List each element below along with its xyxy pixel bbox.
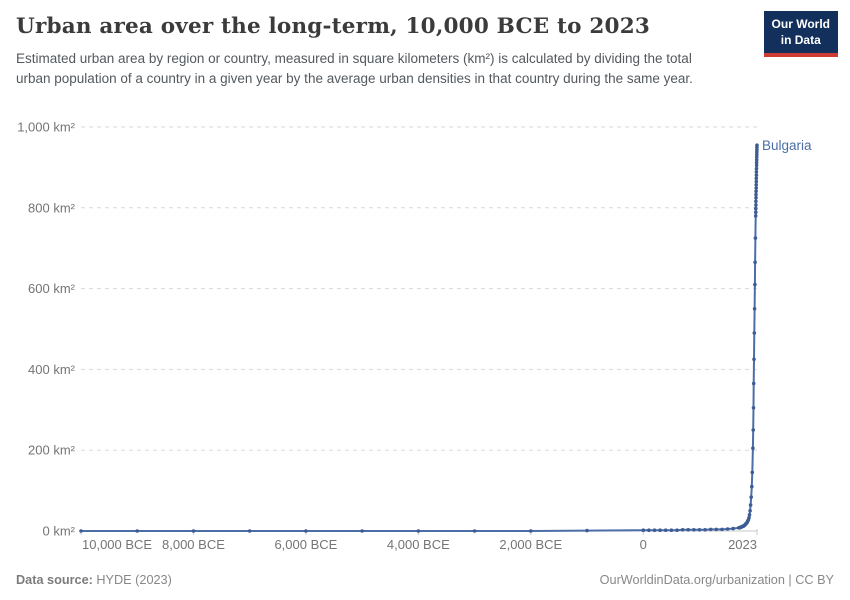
data-point	[753, 214, 758, 218]
data-point	[755, 152, 759, 157]
x-tick-label: 2023	[728, 537, 757, 552]
data-point	[680, 528, 685, 532]
data-point	[754, 195, 758, 200]
data-point	[754, 160, 759, 165]
data-point	[360, 529, 364, 533]
data-point	[754, 170, 759, 174]
data-point	[751, 381, 756, 386]
data-point	[754, 206, 758, 211]
data-point	[751, 446, 755, 451]
chart-footer: Data source: HYDE (2023) OurWorldinData.…	[16, 573, 834, 587]
data-point	[754, 199, 758, 204]
data-point	[754, 163, 759, 168]
chart-subtitle: Estimated urban area by region or countr…	[16, 51, 693, 86]
data-point	[663, 528, 668, 532]
x-tick-label: 6,000 BCE	[274, 537, 337, 552]
y-tick-label: 600 km²	[28, 281, 76, 296]
data-point	[754, 176, 759, 181]
data-point	[747, 515, 751, 520]
chart-header: Urban area over the long-term, 10,000 BC…	[16, 11, 838, 88]
data-point	[750, 470, 755, 475]
data-point	[751, 406, 756, 410]
data-point	[416, 529, 421, 533]
owid-logo[interactable]: Our World in Data	[763, 11, 838, 58]
data-point	[708, 527, 713, 532]
data-point	[529, 529, 533, 533]
data-point	[247, 529, 252, 533]
data-point	[752, 357, 756, 362]
data-point	[692, 528, 696, 532]
data-point	[754, 173, 759, 177]
y-tick-label: 0 km²	[43, 524, 76, 539]
data-point	[686, 528, 690, 532]
data-point	[753, 282, 757, 287]
x-tick-label: 10,000 BCE	[82, 537, 152, 552]
data-point	[754, 203, 758, 207]
y-tick-label: 400 km²	[28, 362, 76, 377]
data-source: Data source: HYDE (2023)	[16, 573, 172, 587]
series-label-bulgaria[interactable]: Bulgaria	[762, 138, 812, 153]
data-point	[714, 527, 719, 532]
data-point	[754, 210, 758, 214]
data-point	[697, 528, 702, 532]
data-point	[752, 331, 757, 335]
y-tick-label: 800 km²	[28, 200, 76, 215]
data-point	[472, 529, 477, 533]
owid-logo-line2: in Data	[780, 32, 821, 47]
data-point	[703, 528, 707, 532]
owid-logo-line1: Our World	[771, 17, 830, 31]
data-point	[79, 529, 83, 533]
page-title: Urban area over the long-term, 10,000 BC…	[16, 14, 651, 39]
y-tick-label: 1,000 km²	[17, 120, 75, 135]
data-point	[725, 527, 730, 531]
data-point	[752, 307, 757, 311]
x-tick-label: 8,000 BCE	[162, 537, 225, 552]
data-point	[754, 183, 758, 187]
data-point	[731, 526, 735, 531]
attribution-link[interactable]: OurWorldinData.org/urbanization | CC BY	[599, 573, 834, 587]
data-point	[754, 192, 758, 197]
data-point	[750, 484, 754, 489]
series-line-bulgaria[interactable]	[80, 144, 758, 532]
data-source-label: Data source:	[16, 573, 93, 587]
data-source-value: HYDE (2023)	[92, 573, 172, 587]
data-point	[669, 528, 674, 532]
data-point	[658, 528, 662, 532]
data-point	[135, 529, 139, 533]
data-point	[754, 189, 758, 193]
data-point	[754, 157, 759, 162]
data-point	[652, 528, 657, 532]
data-point	[748, 509, 752, 513]
data-point	[641, 528, 646, 532]
data-point	[754, 166, 759, 171]
data-point	[647, 528, 651, 532]
data-point	[753, 236, 758, 240]
data-point	[753, 260, 757, 265]
data-point	[585, 528, 589, 533]
y-tick-label: 200 km²	[28, 443, 76, 458]
data-point	[675, 528, 679, 532]
x-tick-label: 0	[640, 537, 647, 552]
data-point	[747, 513, 752, 517]
data-point	[755, 143, 759, 147]
data-point	[748, 503, 753, 507]
data-point	[754, 186, 758, 190]
x-tick-label: 4,000 BCE	[387, 537, 450, 552]
data-point	[751, 428, 755, 432]
data-point	[720, 527, 724, 532]
x-tick-label: 2,000 BCE	[499, 537, 562, 552]
data-point	[191, 529, 196, 533]
data-point	[754, 179, 759, 184]
data-point	[304, 529, 308, 533]
data-point	[749, 495, 753, 499]
